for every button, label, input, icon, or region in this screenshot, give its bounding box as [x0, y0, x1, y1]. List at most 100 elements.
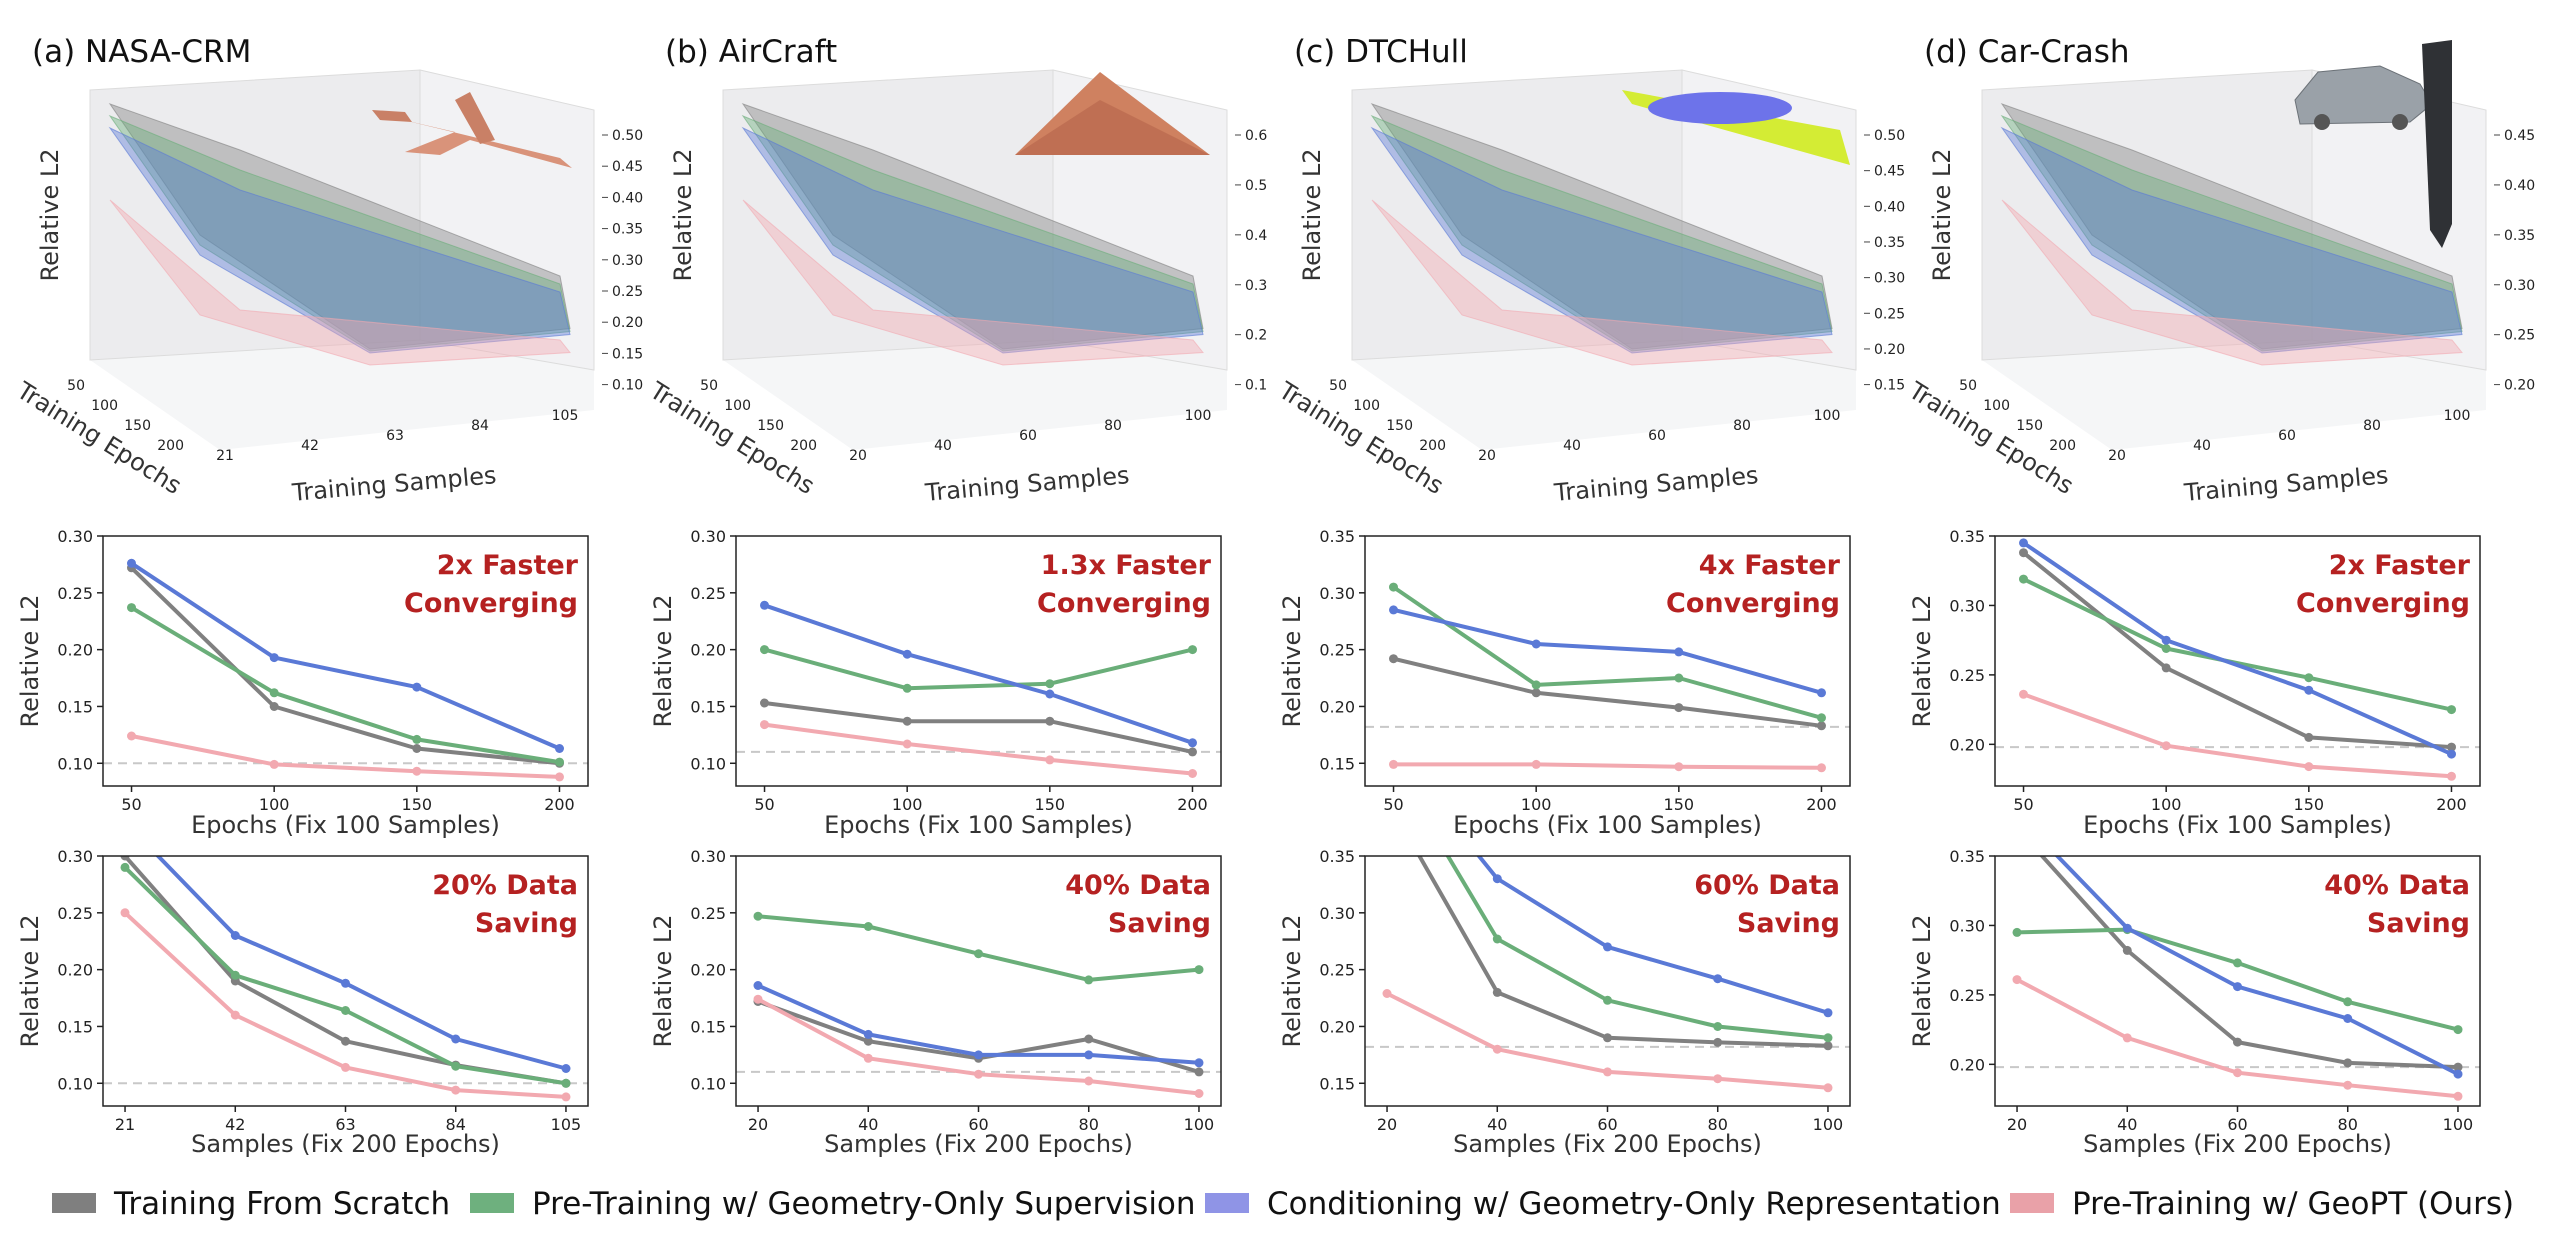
data-point-scratch [1389, 654, 1398, 664]
car-wheel-icon [2392, 114, 2408, 130]
data-point-scratch [1194, 1067, 1204, 1077]
data-point-geopt [1531, 759, 1541, 769]
y-tick-label: 0.30 [57, 527, 93, 546]
data-point-geo-rep [1823, 1008, 1833, 1018]
x-tick-label: 60 [1597, 1115, 1617, 1134]
data-point-geo-rep [1383, 738, 1392, 747]
x-axis-label: Epochs (Fix 100 Samples) [191, 811, 500, 839]
x-tick-label: 21 [115, 1115, 135, 1134]
z-tick-label: 0.4 [1245, 228, 1267, 244]
car-body-icon [2294, 65, 2433, 125]
surface-scratch [741, 103, 1204, 350]
data-point-geopt [1823, 1083, 1833, 1093]
chart-frame [1364, 535, 1851, 787]
z-tick-label: 0.6 [1245, 128, 1267, 144]
legend-label-geo-rep: Conditioning w/ Geometry-Only Representa… [1267, 1186, 2001, 1222]
data-point-geo-rep [451, 1034, 461, 1044]
data-point-geo-sup [2233, 958, 2242, 968]
z-tick-label: 0.30 [612, 253, 643, 269]
data-point-geo-rep [561, 1064, 571, 1073]
data-point-geo-sup [561, 1078, 571, 1088]
panel-title: (b) AirCraft [665, 34, 837, 70]
surface-side-wall [419, 69, 595, 371]
line-chart-samples-2: 0.10 0.15 0.20 0.25 0.30 20 40 60 80 100 Samples (… [649, 847, 1222, 1158]
series-line-geopt [764, 722, 1193, 776]
data-point-geo-sup [2453, 1025, 2463, 1035]
x-tick-label: 105 [551, 1115, 582, 1134]
data-point-scratch [2453, 1062, 2463, 1072]
surface-geo-sup [741, 114, 1204, 352]
x-tick-label: 42 [301, 438, 319, 454]
y-tick-label: 200 [1419, 438, 1446, 454]
x-tick-label: 200 [1806, 795, 1837, 814]
x-tick-label: 100 [892, 795, 923, 814]
data-point-geopt [451, 1085, 461, 1095]
data-point-geo-rep [269, 653, 279, 663]
annotation-text: Saving [1108, 908, 1211, 939]
data-point-geo-sup [127, 603, 136, 613]
data-point-geo-rep [2447, 749, 2456, 759]
x-tick-label: 60 [1648, 428, 1666, 444]
z-axis-label: Relative L2 [669, 148, 697, 281]
annotation-text: Converging [1666, 588, 1840, 619]
x-tick-label: 50 [121, 795, 141, 814]
data-point-geo-rep [2019, 538, 2028, 548]
x-tick-label: 60 [2278, 428, 2296, 444]
y-tick-label: 0.30 [1319, 904, 1355, 923]
aircraft-thumbnail-nasa-crm [372, 92, 572, 168]
x-axis-label: Epochs (Fix 100 Samples) [2083, 811, 2392, 839]
annotation-text: Saving [2367, 908, 2470, 939]
y-axis-label: Relative L2 [1908, 594, 1936, 727]
airplane-wing-icon [455, 92, 495, 144]
data-point-scratch [1531, 688, 1541, 698]
data-point-geo-sup [2447, 705, 2456, 715]
hull-thumbnail-dtchull [1622, 90, 1850, 165]
chart-frame [1994, 535, 2481, 787]
data-point-scratch [2304, 732, 2314, 742]
z-tick-label: 0.45 [612, 159, 643, 175]
chart-frame [735, 535, 1222, 787]
data-point-geopt [753, 994, 763, 1004]
data-point-geo-rep [1492, 874, 1502, 884]
x-axis-label: Epochs (Fix 100 Samples) [1453, 811, 1762, 839]
z-tick-label: 0.30 [2504, 278, 2535, 294]
surface-geo-rep [741, 126, 1204, 354]
data-point-geo-rep [2304, 685, 2314, 695]
z-tick-label: 0.20 [612, 315, 643, 331]
surface-scratch [1370, 103, 1833, 350]
y-axis-label: Relative L2 [1278, 914, 1306, 1047]
data-point-geo-sup [230, 970, 240, 980]
annotation-text: Converging [2296, 588, 2470, 619]
data-point-geopt [561, 1092, 571, 1102]
data-point-geo-sup [555, 757, 564, 767]
data-point-geopt [2161, 741, 2171, 751]
x-tick-label: 150 [1035, 795, 1066, 814]
data-point-geo-rep [753, 981, 763, 990]
z-tick-label: 0.15 [612, 346, 643, 362]
x-tick-label: 63 [386, 428, 404, 444]
surface-geopt [2001, 199, 2463, 366]
series-group [1389, 582, 1826, 773]
data-point-scratch [2233, 1037, 2242, 1047]
data-point-scratch [2013, 824, 2022, 833]
x-tick-label: 63 [335, 1115, 355, 1134]
x-axis-label: Samples (Fix 200 Epochs) [2083, 1130, 2392, 1158]
y-tick-label: 0.30 [57, 847, 93, 866]
z-tick-label: 0.20 [2504, 378, 2535, 394]
y-tick-label: 0.20 [57, 641, 93, 660]
series-group [2012, 824, 2463, 1101]
series-group [760, 600, 1197, 778]
y-tick-label: 0.20 [1319, 697, 1355, 716]
x-axis-label: Training Samples [923, 461, 1130, 507]
data-point-geopt [2453, 1091, 2463, 1101]
surface-geo-sup [2000, 114, 2463, 352]
x-tick-label: 40 [2117, 1115, 2137, 1134]
data-point-geo-rep [121, 817, 130, 826]
data-point-scratch [2122, 945, 2132, 955]
data-point-geo-rep [2343, 1014, 2353, 1023]
series-line-scratch [2022, 551, 2452, 750]
crash-barrier-icon [2422, 40, 2452, 248]
data-point-geo-sup [760, 645, 769, 655]
data-point-geopt [2122, 1033, 2132, 1043]
